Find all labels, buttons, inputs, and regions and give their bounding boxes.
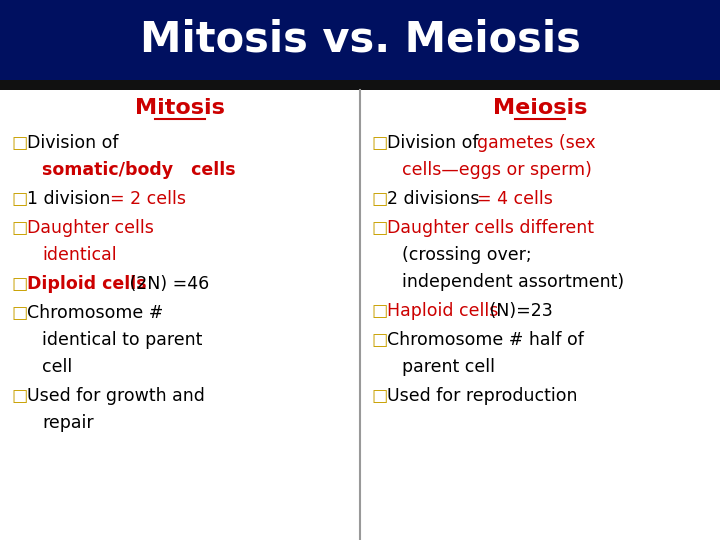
Text: 2 divisions: 2 divisions <box>387 190 485 208</box>
Text: □: □ <box>372 331 394 349</box>
Text: identical: identical <box>42 246 117 264</box>
Text: gametes (sex: gametes (sex <box>477 134 595 152</box>
Text: Used for growth and: Used for growth and <box>27 387 205 405</box>
Text: 1 division: 1 division <box>27 190 116 208</box>
Text: □: □ <box>12 190 34 208</box>
Text: (N)=23: (N)=23 <box>485 302 553 320</box>
Text: (crossing over;: (crossing over; <box>402 246 531 264</box>
Text: Division of: Division of <box>387 134 484 152</box>
Text: Daughter cells: Daughter cells <box>27 219 154 237</box>
Text: □: □ <box>12 275 34 293</box>
Text: = 4 cells: = 4 cells <box>477 190 553 208</box>
Text: □: □ <box>12 219 34 237</box>
Text: Meiosis: Meiosis <box>492 98 588 118</box>
Text: Mitosis: Mitosis <box>135 98 225 118</box>
Text: Chromosome #: Chromosome # <box>27 304 163 322</box>
Text: Daughter cells different: Daughter cells different <box>387 219 594 237</box>
Text: Haploid cells: Haploid cells <box>387 302 498 320</box>
Text: Diploid cells: Diploid cells <box>27 275 147 293</box>
Text: = 2 cells: = 2 cells <box>109 190 186 208</box>
Text: somatic/body   cells: somatic/body cells <box>42 161 235 179</box>
Text: □: □ <box>372 302 394 320</box>
Text: (2N) =46: (2N) =46 <box>125 275 210 293</box>
Text: □: □ <box>12 134 34 152</box>
Text: Division of: Division of <box>27 134 119 152</box>
Text: cells—eggs or sperm): cells—eggs or sperm) <box>402 161 592 179</box>
Text: cell: cell <box>42 358 72 376</box>
Text: Chromosome # half of: Chromosome # half of <box>387 331 584 349</box>
Text: □: □ <box>372 219 394 237</box>
Text: identical to parent: identical to parent <box>42 331 202 349</box>
Text: parent cell: parent cell <box>402 358 495 376</box>
Text: Mitosis vs. Meiosis: Mitosis vs. Meiosis <box>140 19 580 61</box>
Text: □: □ <box>372 190 394 208</box>
Text: □: □ <box>372 387 394 405</box>
Bar <box>0 0 720 80</box>
Bar <box>0 80 720 90</box>
Text: □: □ <box>12 304 34 322</box>
Text: Used for reproduction: Used for reproduction <box>387 387 577 405</box>
Text: independent assortment): independent assortment) <box>402 273 624 291</box>
Text: □: □ <box>372 134 394 152</box>
Text: repair: repair <box>42 414 94 432</box>
Text: □: □ <box>12 387 34 405</box>
